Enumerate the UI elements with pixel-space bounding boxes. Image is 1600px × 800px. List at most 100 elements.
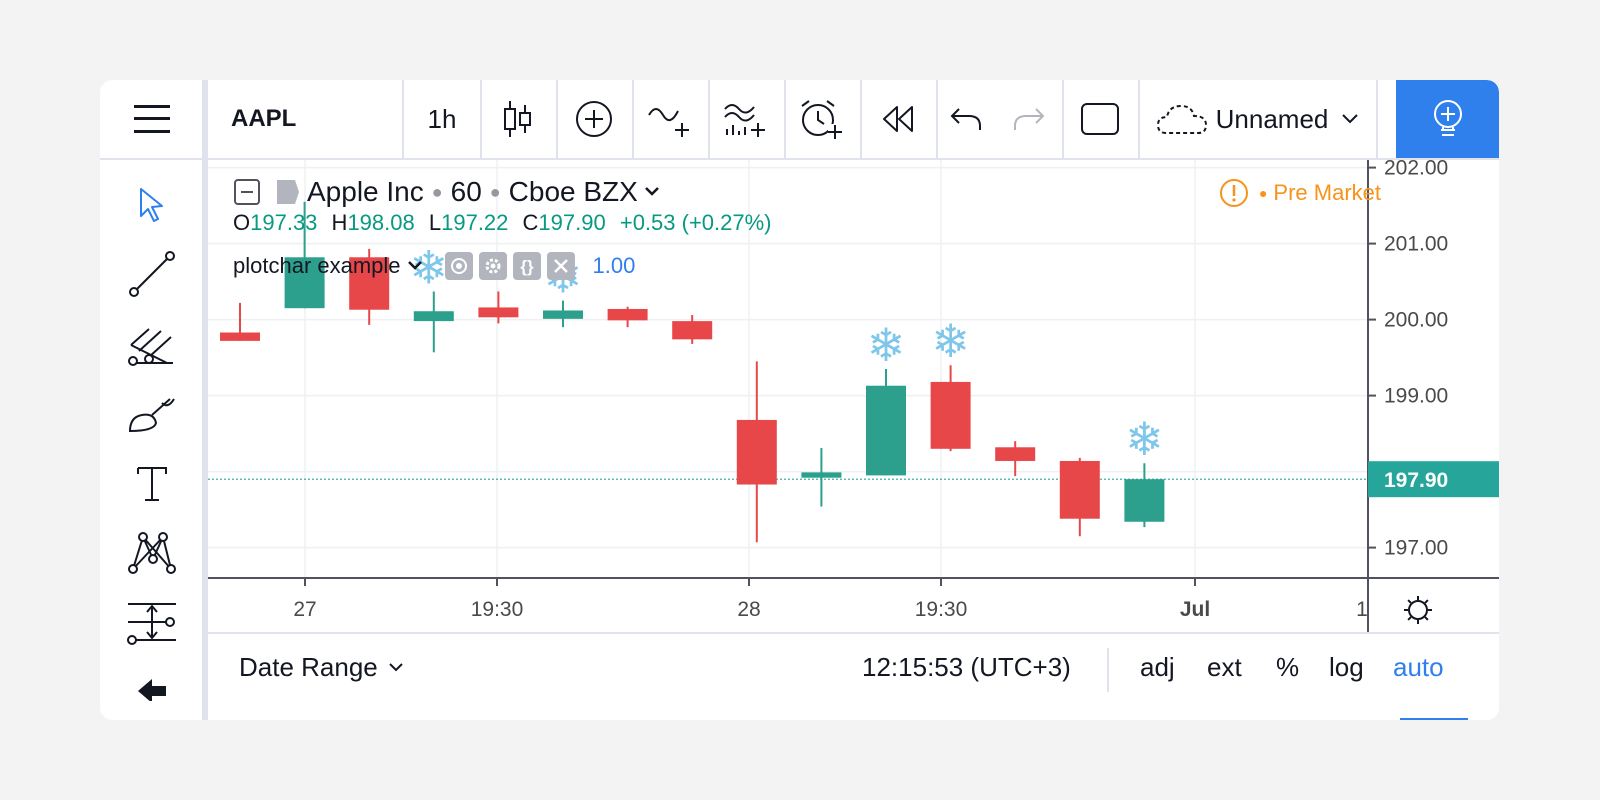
study-value: 1.00	[592, 253, 636, 278]
indicators-button[interactable]	[632, 80, 710, 158]
current-price-label: 197.90	[1384, 469, 1448, 492]
ohlc-values: O197.33 H198.08 L197.22 C197.90 +0.53 (+…	[233, 210, 772, 235]
time-tick-label: 1	[1356, 598, 1368, 621]
ext-toggle[interactable]: ext	[1207, 652, 1242, 682]
indicator-add-icon	[648, 108, 689, 137]
snowflake-icon: ❄	[931, 314, 970, 368]
plus-circle-icon	[576, 101, 612, 137]
interval-label: 1h	[427, 103, 457, 134]
cursor-tool[interactable]	[124, 176, 180, 232]
percent-toggle[interactable]: %	[1276, 652, 1300, 682]
candle-body	[736, 419, 777, 485]
market-status[interactable]: ● Pre Market	[1219, 178, 1381, 208]
settings-button[interactable]	[478, 252, 507, 280]
symbol-exchange[interactable]: Cboe BZX	[508, 176, 638, 207]
chart-widget: AAPL 1h	[100, 80, 1499, 720]
bottom-toolbar: Date Range 12:15:53 (UTC+3) adj ext % lo…	[208, 632, 1499, 720]
menu-button[interactable]	[100, 80, 206, 158]
symbol-label: AAPL	[231, 105, 297, 132]
adj-toggle[interactable]: adj	[1140, 652, 1175, 682]
gear-icon[interactable]	[1404, 596, 1432, 624]
drawing-toolbar	[100, 160, 202, 720]
time-tick-label: 19:30	[915, 598, 968, 621]
symbol-legend: Apple Inc ● 60 ● Cboe BZX	[233, 176, 660, 208]
layout-menu-button[interactable]: Unnamed	[1138, 80, 1378, 158]
square-icon	[1081, 103, 1119, 135]
candle-body	[930, 381, 971, 449]
flag-icon[interactable]	[273, 178, 303, 206]
candle-body	[349, 257, 390, 310]
study-name[interactable]: plotchar example	[233, 253, 401, 278]
source-code-button[interactable]: {}	[512, 252, 541, 280]
pitchfork-tool[interactable]	[124, 316, 180, 372]
pattern-icon	[128, 532, 176, 574]
redo-icon	[1014, 108, 1045, 130]
price-tick-label: 202.00	[1384, 160, 1448, 180]
time-tick-label: 27	[293, 598, 316, 621]
change-value: +0.53 (+0.27%)	[619, 210, 772, 235]
undo-button[interactable]	[936, 80, 996, 158]
chevron-down-icon[interactable]	[407, 260, 423, 272]
candle-body	[543, 310, 583, 319]
gear-icon	[485, 258, 501, 274]
time-tick-label: Jul	[1180, 598, 1210, 621]
high-value: 198.08	[347, 210, 415, 235]
text-tool[interactable]	[124, 456, 180, 512]
compare-button[interactable]	[556, 80, 634, 158]
current-price-badge	[1368, 461, 1499, 498]
candle-body	[1059, 460, 1100, 519]
chevron-down-icon[interactable]	[644, 186, 660, 198]
clock-display[interactable]: 12:15:53 (UTC+3)	[862, 652, 1071, 682]
rewind-icon	[883, 106, 913, 132]
eye-button[interactable]	[444, 252, 473, 280]
warning-circle-icon	[1219, 179, 1248, 207]
ideas-button[interactable]	[1396, 80, 1499, 158]
pattern-tool[interactable]	[124, 524, 180, 580]
trend-line-tool[interactable]	[124, 246, 180, 302]
log-toggle[interactable]: log	[1329, 652, 1364, 682]
candle-body	[220, 332, 260, 341]
top-toolbar: AAPL 1h	[100, 80, 1499, 160]
candle-body	[866, 385, 906, 476]
layout-name: Unnamed	[1215, 103, 1329, 134]
eye-icon	[450, 258, 467, 274]
alert-button[interactable]	[784, 80, 862, 158]
toolbar-divider	[202, 80, 208, 720]
measure-tool[interactable]	[124, 594, 180, 650]
fullscreen-button[interactable]	[1062, 80, 1140, 158]
price-tick-label: 201.00	[1384, 233, 1448, 256]
candle-body	[607, 308, 648, 321]
brush-tool[interactable]	[124, 386, 180, 442]
candle-body	[801, 472, 842, 478]
chart-type-button[interactable]	[480, 80, 558, 158]
price-tick-label: 199.00	[1384, 385, 1448, 408]
date-range-button[interactable]: Date Range	[239, 652, 404, 683]
templates-button[interactable]	[708, 80, 786, 158]
low-value: 197.22	[441, 210, 509, 235]
indicator-templates-icon	[724, 104, 765, 137]
candle-body	[478, 307, 519, 318]
lightbulb-icon	[1433, 100, 1462, 136]
snowflake-icon: ❄	[1125, 412, 1164, 466]
symbol-search-button[interactable]: AAPL	[204, 80, 404, 158]
pitchfork-icon	[128, 328, 173, 366]
undo-icon	[950, 108, 981, 130]
brush-icon	[128, 398, 175, 433]
hamburger-icon	[134, 105, 170, 133]
time-tick-label: 19:30	[471, 598, 524, 621]
price-tick-label: 197.00	[1384, 537, 1448, 560]
auto-toggle[interactable]: auto	[1393, 652, 1444, 682]
collapse-icon[interactable]	[233, 178, 261, 206]
replay-button[interactable]	[860, 80, 938, 158]
interval-button[interactable]: 1h	[404, 80, 482, 158]
remove-button[interactable]	[546, 252, 575, 280]
redo-button[interactable]	[996, 80, 1064, 158]
svg-text:{}: {}	[520, 257, 534, 276]
date-range-label: Date Range	[239, 652, 378, 682]
chart-pane[interactable]: ❄❄❄❄❄202.00201.00200.00199.00197.00197.9…	[208, 160, 1499, 720]
hide-toolbar-button[interactable]	[124, 658, 180, 714]
text-icon	[137, 467, 167, 501]
price-tick-label: 200.00	[1384, 309, 1448, 332]
chevron-down-icon	[1342, 114, 1359, 124]
candle-body	[1124, 479, 1165, 522]
